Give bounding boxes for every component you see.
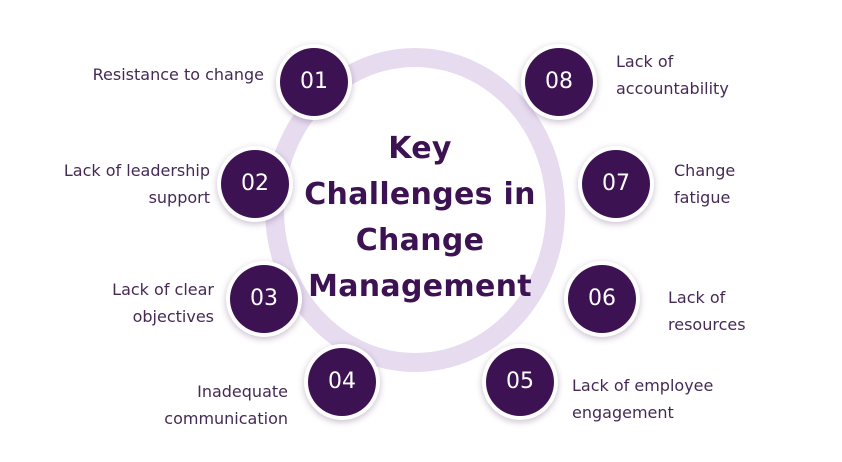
challenge-node-08: 08 bbox=[521, 44, 597, 120]
challenge-label-08: Lack of accountability bbox=[616, 52, 729, 98]
challenge-node-06: 06 bbox=[564, 261, 640, 337]
challenge-node-02: 02 bbox=[217, 146, 293, 222]
diagram-title: Key Challenges in Change Management bbox=[304, 131, 536, 304]
challenge-node-07: 07 bbox=[578, 146, 654, 222]
challenge-number-06: 06 bbox=[568, 265, 636, 333]
challenge-label-03: Lack of clear objectives bbox=[112, 280, 214, 326]
challenge-number-01: 01 bbox=[280, 48, 348, 116]
challenge-label-04: Inadequate communication bbox=[164, 382, 288, 428]
challenge-node-05: 05 bbox=[482, 344, 558, 420]
challenge-number-02: 02 bbox=[221, 150, 289, 218]
challenge-number-07: 07 bbox=[582, 150, 650, 218]
challenge-label-06: Lack of resources bbox=[668, 288, 746, 334]
challenge-node-01: 01 bbox=[276, 44, 352, 120]
challenge-label-01: Resistance to change bbox=[92, 65, 264, 84]
challenge-number-04: 04 bbox=[308, 348, 376, 416]
challenge-number-08: 08 bbox=[525, 48, 593, 116]
challenge-number-05: 05 bbox=[486, 348, 554, 416]
challenge-number-03: 03 bbox=[230, 265, 298, 333]
challenge-label-02: Lack of leadership support bbox=[63, 161, 210, 207]
challenge-label-07: Change fatigue bbox=[674, 161, 736, 207]
challenge-node-04: 04 bbox=[304, 344, 380, 420]
challenge-node-03: 03 bbox=[226, 261, 302, 337]
challenge-label-05: Lack of employee engagement bbox=[572, 376, 714, 422]
